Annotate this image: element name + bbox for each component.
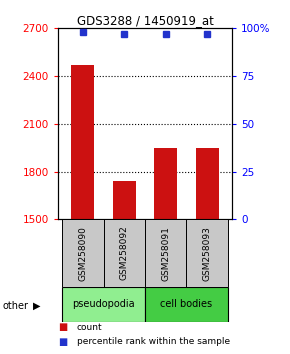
- Text: pseudopodia: pseudopodia: [72, 299, 135, 309]
- Text: GSM258090: GSM258090: [78, 225, 87, 281]
- Text: count: count: [77, 323, 102, 332]
- Bar: [154, 148, 177, 219]
- Text: other: other: [3, 301, 29, 311]
- Bar: [62, 219, 104, 287]
- Title: GDS3288 / 1450919_at: GDS3288 / 1450919_at: [77, 14, 213, 27]
- Text: GSM258093: GSM258093: [203, 225, 212, 281]
- Bar: [62, 287, 145, 322]
- Text: GSM258092: GSM258092: [120, 226, 129, 280]
- Text: ■: ■: [58, 322, 67, 332]
- Bar: [186, 219, 228, 287]
- Bar: [113, 181, 136, 219]
- Bar: [71, 65, 94, 219]
- Bar: [145, 287, 228, 322]
- Bar: [104, 219, 145, 287]
- Text: GSM258091: GSM258091: [161, 225, 170, 281]
- Text: ■: ■: [58, 337, 67, 347]
- Text: percentile rank within the sample: percentile rank within the sample: [77, 337, 230, 346]
- Text: ▶: ▶: [33, 301, 41, 311]
- Text: cell bodies: cell bodies: [160, 299, 213, 309]
- Bar: [145, 219, 186, 287]
- Bar: [196, 148, 219, 219]
